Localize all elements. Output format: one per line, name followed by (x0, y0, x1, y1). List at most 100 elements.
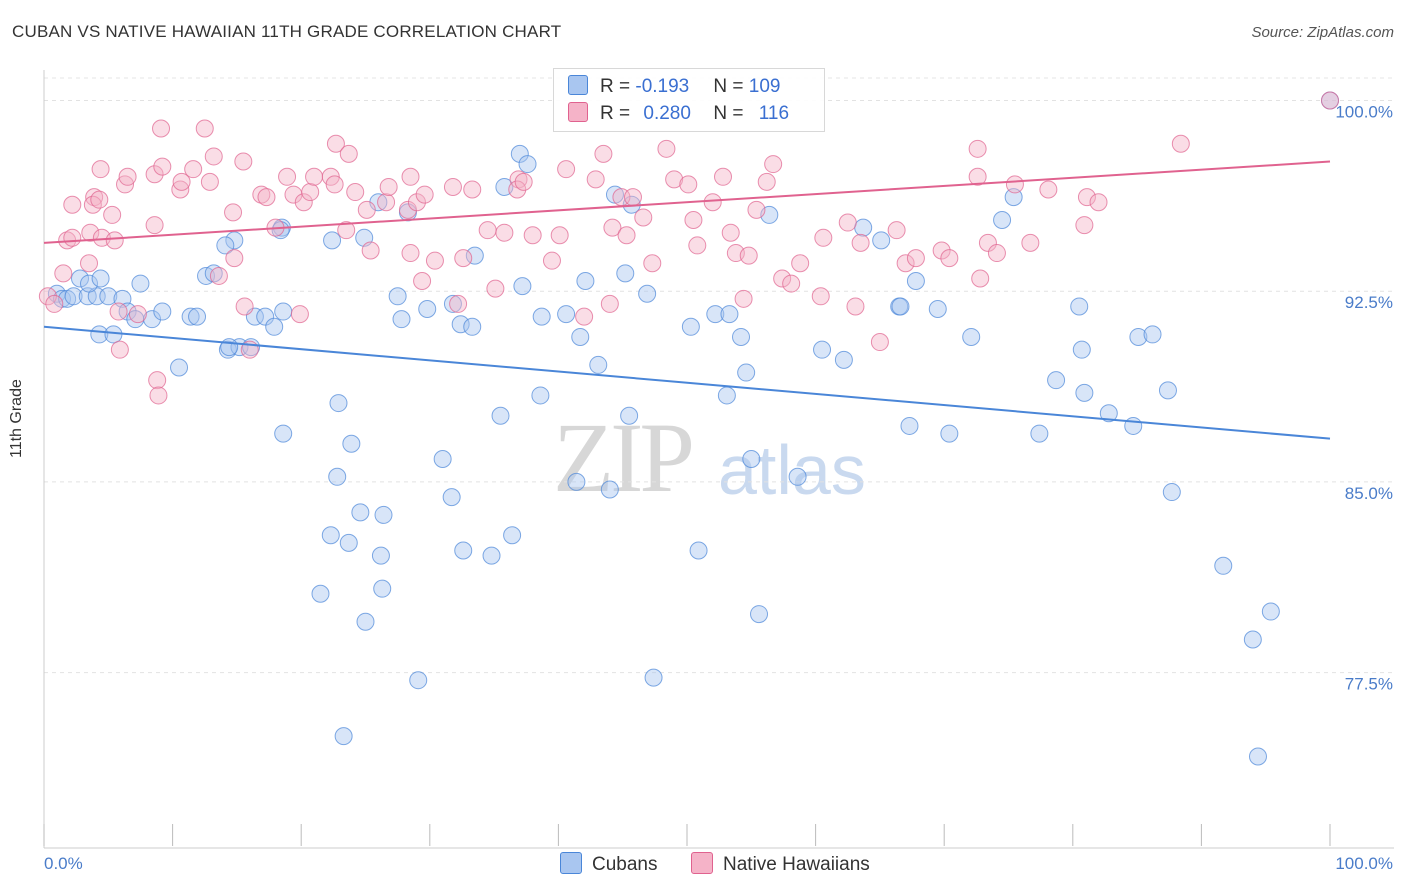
native-hawaiian-point (734, 289, 753, 308)
cuban-point (638, 284, 657, 303)
cuban-point (1070, 297, 1089, 316)
native-hawaiian-point (85, 188, 104, 207)
native-hawaiian-point (514, 172, 533, 191)
native-hawaiian-point (224, 203, 243, 222)
cuban-point (104, 325, 123, 344)
native-hawaiian-point (225, 249, 244, 268)
native-hawaiian-point (665, 170, 684, 189)
trend-lines (43, 160, 1331, 440)
native-hawaiian-point (398, 200, 417, 219)
cuban-point (589, 355, 608, 374)
native-hawaiian-point (278, 167, 297, 186)
native-hawaiian-point (870, 333, 889, 352)
native-hawaiian-point (361, 241, 380, 260)
cuban-point (571, 327, 590, 346)
native-hawaiian-point (721, 223, 740, 242)
cuban-point (600, 480, 619, 499)
tick-labels: 77.5% 85.0% 92.5% 100.0% 0.0% 100.0% (44, 103, 1393, 873)
native-hawaiian-point (454, 249, 473, 268)
native-hawaiian-point (714, 167, 733, 186)
native-hawaiian-point (811, 287, 830, 306)
cuban-point (71, 269, 90, 288)
native-hawaiian-point (235, 297, 254, 316)
cuban-point (737, 363, 756, 382)
native-hawaiian-point (478, 221, 497, 240)
cuban-point (99, 287, 118, 306)
cuban-point (265, 317, 284, 336)
native-hawaiian-point (987, 244, 1006, 263)
legend-n-label: N = (713, 103, 749, 124)
native-hawaiian-point (1089, 193, 1108, 212)
cuban-point (131, 274, 150, 293)
cuban-point (531, 386, 550, 405)
native-hawaiian-point (63, 228, 82, 247)
native-hawaiian-point (200, 172, 219, 191)
cuban-point (532, 307, 551, 326)
native-hawaiian-point (54, 264, 73, 283)
cuban-point (274, 302, 293, 321)
native-hawaiian-point (377, 193, 396, 212)
cuban-point (271, 221, 290, 240)
cuban-point (891, 297, 910, 316)
cuban-point (170, 358, 189, 377)
native-hawaiian-point (463, 180, 482, 199)
native-hawaiian-point (290, 305, 309, 324)
source-label: Source: ZipAtlas.com (1251, 24, 1394, 41)
native-hawaiian-point (838, 213, 857, 232)
bottom-legend-label-cubans: Cubans (592, 854, 658, 875)
native-hawaiian-point (603, 218, 622, 237)
cuban-point (451, 315, 470, 334)
watermark-zip: ZIP (553, 402, 695, 513)
native-hawaiian-point (149, 386, 168, 405)
native-hawaiian-point (557, 160, 576, 179)
cuban-point (329, 394, 348, 413)
cuban-point (339, 533, 358, 552)
bottom-legend-cubans: Cubans (560, 852, 658, 876)
native-hawaiian-point (791, 254, 810, 273)
native-hawaiian-point (508, 180, 527, 199)
native-hawaiian-point (617, 226, 636, 245)
native-hawaiian-point (896, 254, 915, 273)
cuban-point (153, 302, 172, 321)
native-hawaiian-point (688, 236, 707, 255)
cuban-point (442, 488, 461, 507)
native-hawaiian-point (1005, 175, 1024, 194)
cuban-point (750, 605, 769, 624)
y-tick-label: 85.0% (1345, 484, 1393, 503)
cuban-point (644, 668, 663, 687)
native-hawaiian-point (109, 302, 128, 321)
cuban-point (274, 424, 293, 443)
native-hawaiian-point (542, 251, 561, 270)
native-hawaiian-point (851, 233, 870, 252)
cuban-point (513, 277, 532, 296)
native-hawaiian-point (152, 119, 171, 138)
cuban-point (940, 424, 959, 443)
cuban-point (181, 307, 200, 326)
native-hawaiian-point (325, 175, 344, 194)
native-hawaiian-point (145, 216, 164, 235)
native-hawaiian-point (575, 307, 594, 326)
native-hawaiian-point (63, 195, 82, 214)
bottom-legend-native-hawaiians: Native Hawaiians (691, 852, 870, 876)
native-hawaiian-point (443, 177, 462, 196)
cuban-point (463, 317, 482, 336)
cuban-point (373, 579, 392, 598)
native-hawaiian-point (234, 152, 253, 171)
native-hawaiian-point (305, 167, 324, 186)
native-hawaiian-point (415, 185, 434, 204)
cuban-point (732, 327, 751, 346)
native-hawaiian-point (739, 246, 758, 265)
native-hawaiian-point (887, 221, 906, 240)
cuban-point (351, 503, 370, 522)
cuban-point (1261, 602, 1280, 621)
cuban-point (80, 274, 99, 293)
cuban-point (374, 505, 393, 524)
bottom-legend-swatch-native-hawaiians (691, 852, 713, 874)
y-tick-label: 100.0% (1335, 103, 1393, 122)
cuban-point (872, 231, 891, 250)
legend-r-value-native-hawaiians: 0.280 (643, 103, 691, 124)
cuban-point (1030, 424, 1049, 443)
cuban-point (510, 144, 529, 163)
cuban-point (334, 727, 353, 746)
